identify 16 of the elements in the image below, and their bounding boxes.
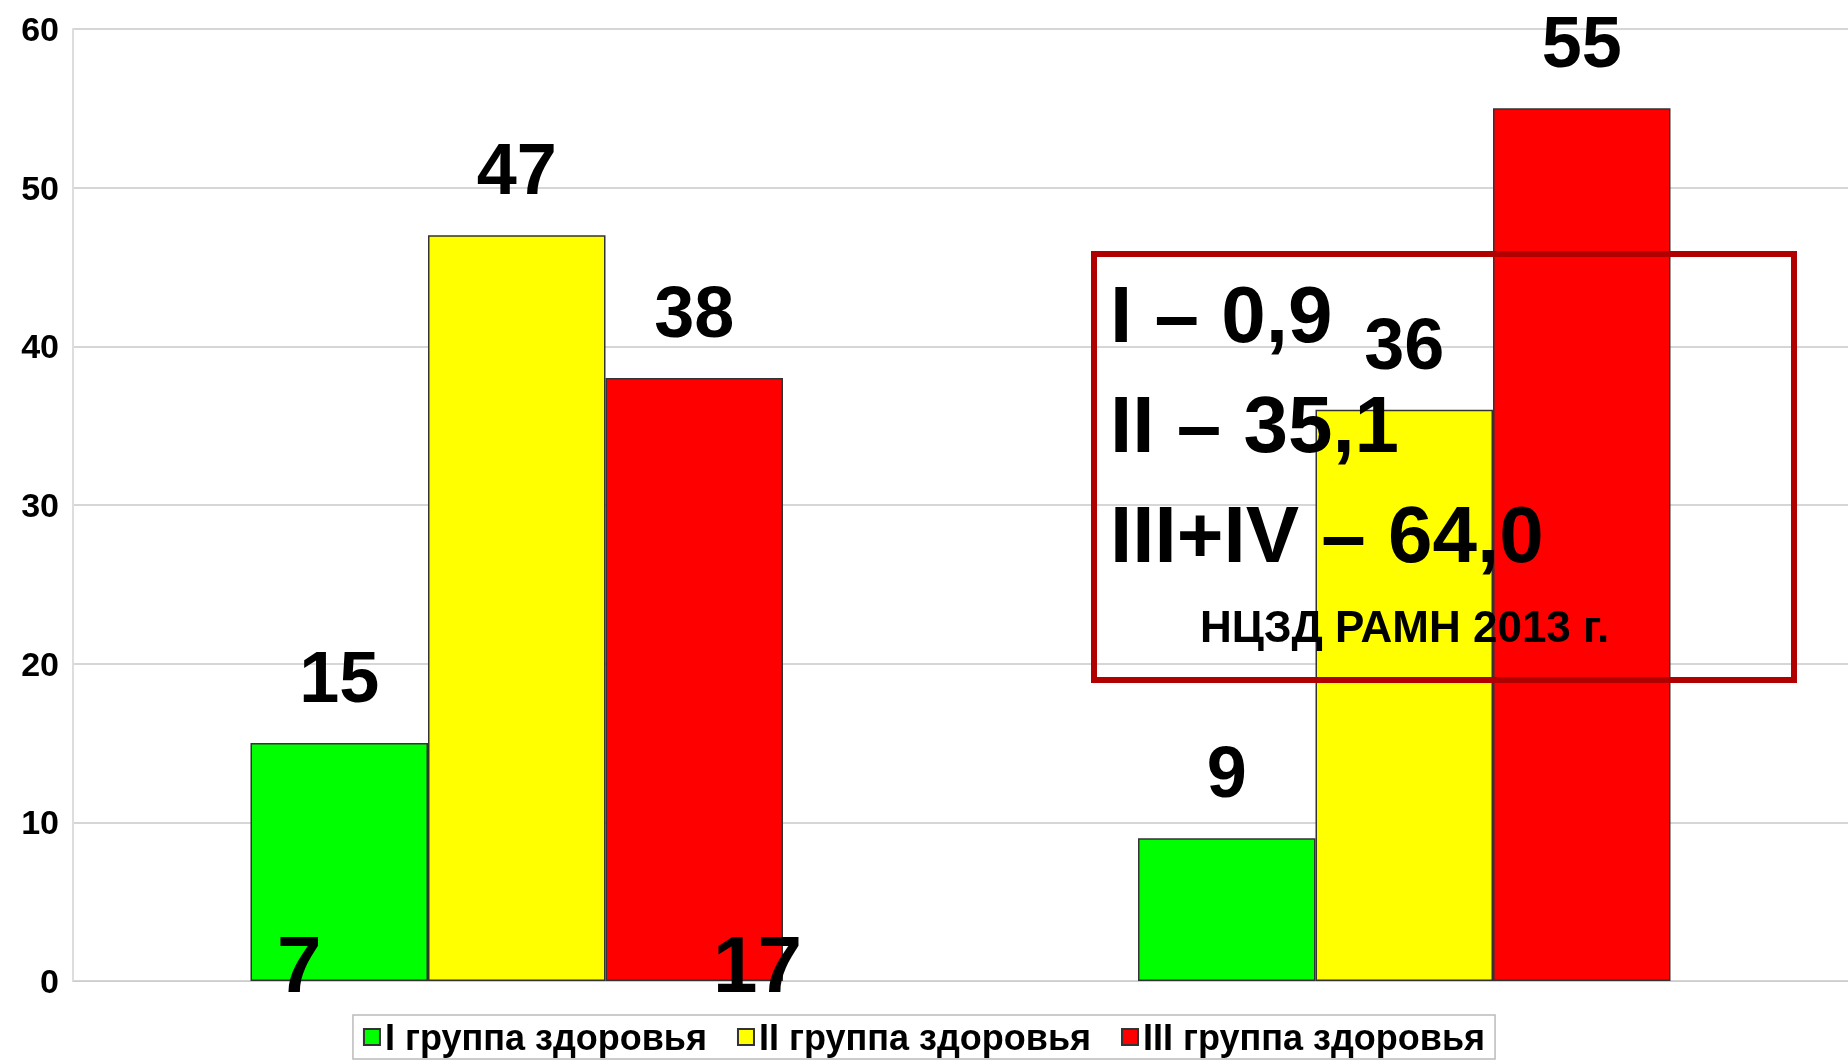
- y-tick-label: 30: [21, 486, 59, 524]
- data-label: 15: [299, 637, 380, 717]
- data-label: 9: [1206, 732, 1247, 813]
- data-label: 55: [1541, 2, 1622, 83]
- data-label: 47: [476, 129, 557, 210]
- y-tick-label: 40: [21, 327, 59, 366]
- annotation: I – 0,9: [1110, 270, 1333, 359]
- legend-label: I группа здоровья: [384, 1016, 707, 1058]
- y-tick-label: 0: [40, 962, 59, 1000]
- y-tick-label: 10: [21, 803, 59, 842]
- y-tick-label: 60: [21, 10, 59, 48]
- legend-label: III группа здоровья: [1143, 1016, 1486, 1058]
- y-tick-label: 20: [21, 644, 59, 683]
- data-label: 38: [654, 272, 735, 353]
- y-tick-label: 50: [21, 168, 59, 207]
- legend-label: II группа здоровья: [758, 1016, 1092, 1058]
